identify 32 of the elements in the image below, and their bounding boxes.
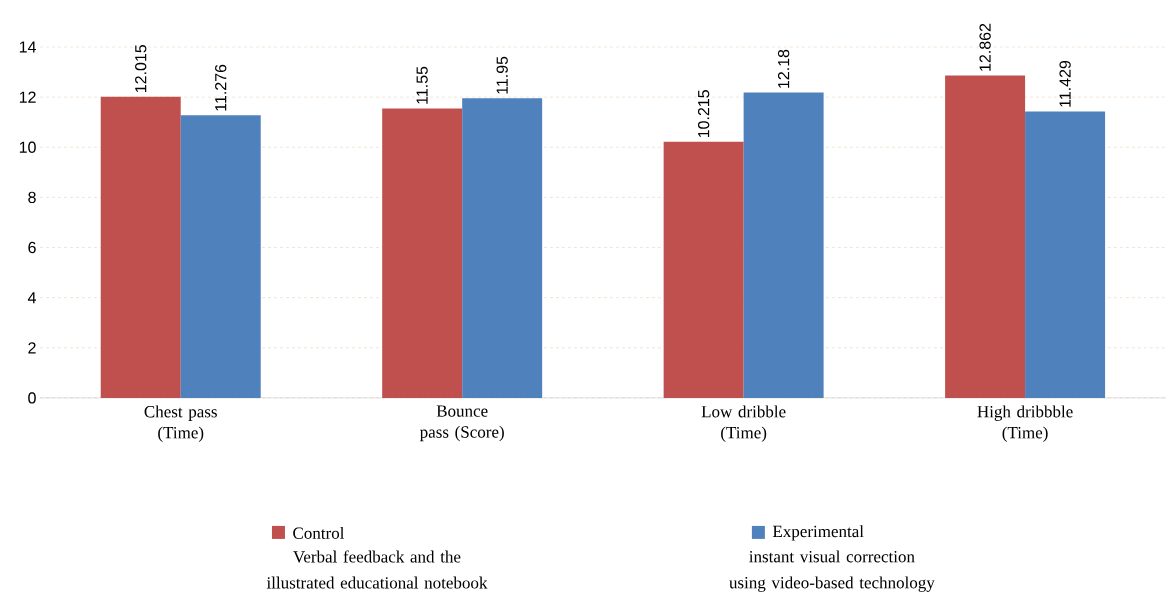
x-tick-label: Chest pass (Time)	[144, 405, 217, 442]
bar	[1025, 111, 1106, 398]
x-tick-label: Bounce pass (Score)	[419, 405, 504, 442]
data-label: 11.276	[215, 64, 227, 111]
text: instant visual correction using video-based technology	[729, 550, 935, 592]
y-tick-label: 6	[28, 241, 36, 254]
text: Verbal feedback and the illustrated educational notebook	[266, 550, 488, 589]
y-tick-label: 2	[28, 342, 36, 354]
bar	[743, 92, 824, 398]
bar	[100, 96, 181, 398]
bar	[382, 108, 463, 398]
bar	[462, 98, 543, 398]
x-tick-label: Low dribble (Time)	[701, 405, 786, 442]
y-tick-label: 10	[19, 141, 36, 153]
bar	[663, 141, 744, 398]
y-tick-label: 14	[19, 41, 36, 53]
data-label: 11.55	[416, 66, 428, 104]
data-label: 11.429	[1059, 60, 1071, 107]
y-tick-label: 0	[28, 392, 36, 404]
y-tick-label: 4	[27, 292, 36, 304]
data-label: 12.862	[979, 23, 991, 71]
y-tick-label: 8	[28, 191, 36, 204]
y-tick-label: 12	[19, 91, 36, 103]
x-tick-label: High dribbble (Time)	[977, 405, 1073, 442]
legend-label: Control	[293, 526, 345, 539]
data-label: 10.215	[697, 90, 710, 138]
data-label: 12.18	[777, 49, 790, 88]
legend-label: Experimental	[772, 525, 864, 541]
bar	[180, 115, 261, 398]
bar	[945, 75, 1026, 398]
data-label: 11.95	[496, 56, 508, 94]
data-label: 12.015	[135, 45, 147, 93]
